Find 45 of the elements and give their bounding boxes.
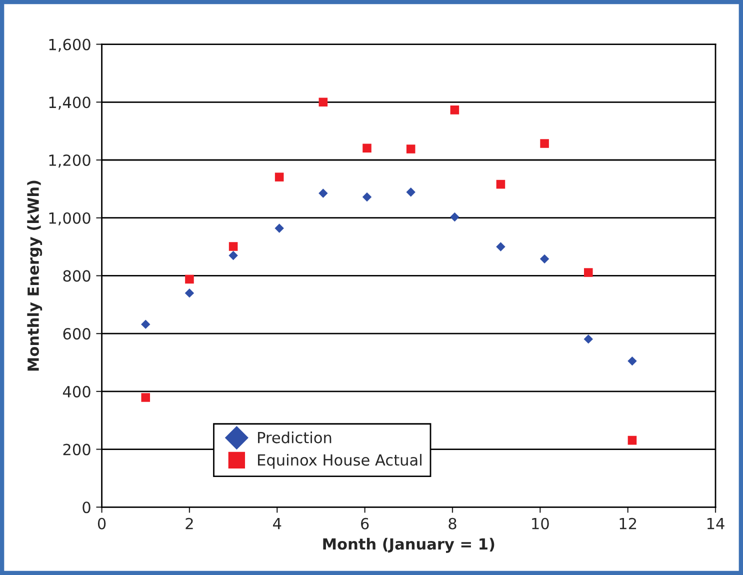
legend-label: Equinox House Actual [258, 454, 422, 469]
y-tick-label: 600 [63, 328, 90, 340]
x-tick-label: 12 [620, 518, 636, 530]
x-tick-label: 10 [532, 518, 549, 530]
point [406, 144, 416, 154]
point [185, 274, 194, 284]
point [628, 356, 637, 366]
y-tick-label: 1,400 [49, 96, 90, 110]
y-tick-label: 200 [63, 444, 90, 456]
point [184, 288, 194, 298]
point [318, 98, 328, 107]
y-axis-title: Monthly Energy (kWh) [27, 180, 42, 371]
x-tick-label: 2 [186, 518, 193, 530]
x-tick-label: 14 [707, 518, 724, 530]
point [584, 334, 593, 344]
point [362, 144, 372, 153]
y-tick-label: 1,000 [49, 212, 90, 226]
point [540, 254, 550, 264]
x-tick-label: 0 [98, 518, 106, 530]
point [406, 188, 416, 197]
point [228, 242, 238, 251]
point [450, 106, 460, 114]
point [450, 212, 460, 222]
legend-label: Prediction [258, 432, 332, 444]
point [628, 436, 637, 445]
y-tick-label: 1,200 [49, 154, 90, 168]
y-tick-label: 400 [62, 386, 90, 398]
point [141, 320, 150, 329]
x-tick-label: 4 [273, 518, 282, 530]
point [318, 188, 328, 198]
point [496, 242, 506, 252]
x-tick-label: 8 [448, 518, 456, 530]
point [496, 180, 506, 189]
point [540, 139, 549, 148]
point [141, 393, 150, 402]
point [228, 250, 238, 260]
y-tick-label: 1,600 [49, 38, 90, 52]
point [274, 224, 284, 233]
point [362, 192, 372, 202]
point [274, 172, 284, 182]
x-tick-label: 6 [361, 518, 369, 530]
point [584, 268, 593, 277]
x-axis-title: Month (January = 1) [323, 538, 494, 553]
y-tick-label: 800 [63, 270, 90, 282]
y-tick-label: 0 [82, 502, 90, 514]
